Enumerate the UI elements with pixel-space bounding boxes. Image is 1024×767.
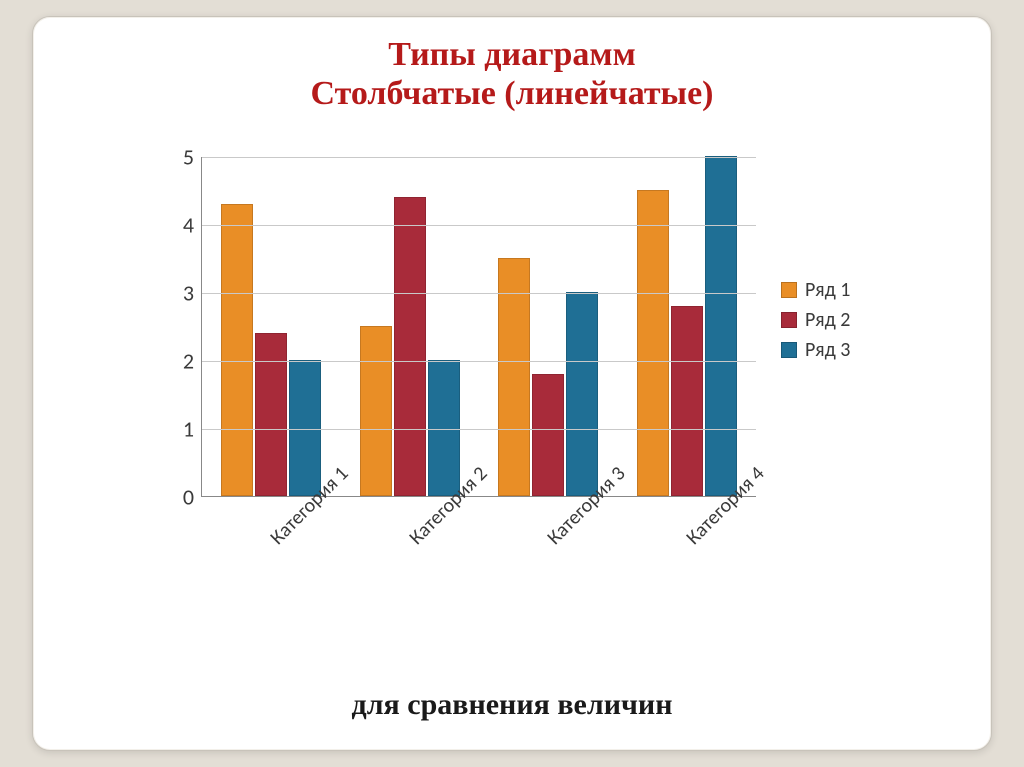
legend-label: Ряд 1 bbox=[805, 278, 850, 302]
gridline bbox=[202, 293, 756, 294]
legend-item: Ряд 2 bbox=[781, 308, 850, 332]
bar-group bbox=[221, 204, 321, 496]
bar bbox=[428, 360, 460, 496]
gridline bbox=[202, 361, 756, 362]
bar bbox=[532, 374, 564, 496]
y-tick-label: 3 bbox=[183, 280, 194, 307]
legend: Ряд 1 Ряд 2 Ряд 3 bbox=[781, 272, 850, 368]
bar bbox=[360, 326, 392, 496]
plot-area: Категория 1Категория 2Категория 3Категор… bbox=[201, 157, 756, 497]
legend-swatch bbox=[781, 342, 797, 358]
bar bbox=[255, 333, 287, 496]
title-line-1: Типы диаграмм bbox=[33, 35, 991, 74]
slide-subtitle: для сравнения величин bbox=[33, 688, 991, 722]
legend-label: Ряд 3 bbox=[805, 338, 850, 362]
y-tick-label: 2 bbox=[183, 348, 194, 375]
bar bbox=[289, 360, 321, 496]
bar-group bbox=[637, 156, 737, 496]
bar bbox=[221, 204, 253, 496]
y-tick-label: 0 bbox=[183, 484, 194, 511]
gridline bbox=[202, 157, 756, 158]
bar bbox=[394, 197, 426, 496]
x-tick-label: Категория 3 bbox=[543, 533, 560, 550]
bar bbox=[566, 292, 598, 496]
title-line-2: Столбчатые (линейчатые) bbox=[33, 74, 991, 113]
y-tick-label: 1 bbox=[183, 416, 194, 443]
bar bbox=[671, 306, 703, 496]
bar bbox=[705, 156, 737, 496]
bar-groups bbox=[202, 157, 756, 496]
legend-swatch bbox=[781, 282, 797, 298]
legend-item: Ряд 3 bbox=[781, 338, 850, 362]
gridline bbox=[202, 225, 756, 226]
x-axis-labels: Категория 1Категория 2Категория 3Категор… bbox=[202, 496, 756, 520]
legend-swatch bbox=[781, 312, 797, 328]
y-tick-label: 5 bbox=[183, 144, 194, 171]
y-tick-label: 4 bbox=[183, 212, 194, 239]
bar-group bbox=[360, 197, 460, 496]
x-tick-label: Категория 1 bbox=[266, 533, 283, 550]
legend-label: Ряд 2 bbox=[805, 308, 850, 332]
gridline bbox=[202, 429, 756, 430]
x-tick-label: Категория 4 bbox=[681, 533, 698, 550]
bar bbox=[637, 190, 669, 496]
slide-title: Типы диаграмм Столбчатые (линейчатые) bbox=[33, 35, 991, 113]
x-tick-label: Категория 2 bbox=[404, 533, 421, 550]
bar-chart: Категория 1 Категория 2 Категория 3 Категор… bbox=[141, 157, 901, 617]
slide-card: Типы диаграмм Столбчатые (линейчатые) Ка… bbox=[32, 16, 992, 751]
legend-item: Ряд 1 bbox=[781, 278, 850, 302]
